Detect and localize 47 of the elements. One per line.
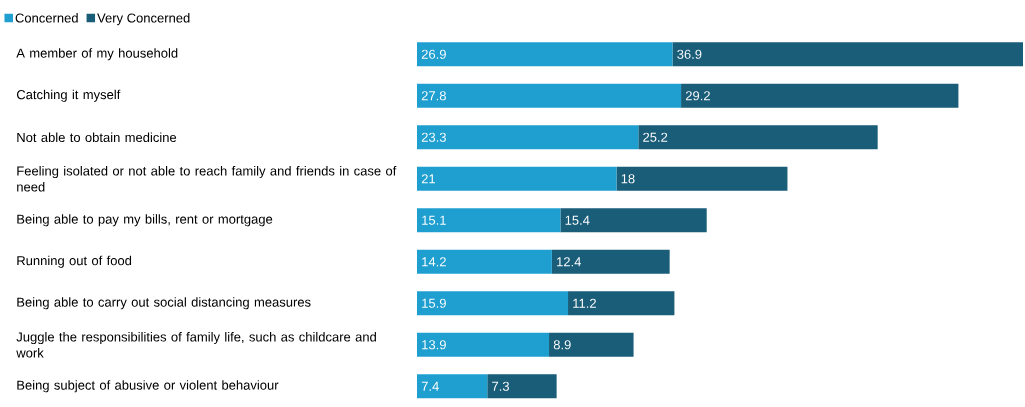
bar xyxy=(417,374,488,399)
bar xyxy=(681,83,959,108)
bar xyxy=(616,166,788,191)
data-label: 21 xyxy=(421,174,436,184)
bar xyxy=(417,208,561,233)
bar xyxy=(417,42,673,67)
data-label: 15.1 xyxy=(422,215,446,225)
y-tick-label: Juggle the responsibilities of family life, such as childcare and work xyxy=(16,331,376,358)
bar xyxy=(487,374,557,399)
data-label: 8.9 xyxy=(553,340,571,350)
legend-label: Very Concerned xyxy=(97,13,190,26)
bar xyxy=(549,332,634,357)
bar xyxy=(417,249,552,274)
y-tick-label: Feeling isolated or not able to reach family and friends in case of need xyxy=(17,165,397,192)
bar xyxy=(672,42,1023,67)
data-label: 27.8 xyxy=(421,91,446,101)
data-label: 26.9 xyxy=(421,49,446,59)
bar xyxy=(417,166,617,191)
data-label: 25.2 xyxy=(643,132,668,142)
bar xyxy=(551,249,670,274)
data-label: 11.2 xyxy=(573,298,596,308)
data-label: 23.3 xyxy=(421,132,446,142)
data-label: 7.4 xyxy=(421,381,439,391)
data-label: 18 xyxy=(621,174,635,184)
bar xyxy=(417,125,639,150)
data-label: 36.9 xyxy=(677,49,702,59)
data-label: 13.9 xyxy=(422,340,446,350)
y-tick-label: Being able to pay my bills, rent or mortgage xyxy=(17,214,273,227)
bar xyxy=(560,208,707,233)
data-label: 14.2 xyxy=(422,257,446,267)
y-tick-label: Being able to carry out social distancing measures xyxy=(17,297,311,310)
bar xyxy=(417,332,550,357)
y-tick-label: A member of my household xyxy=(16,48,178,61)
y-tick-label: Running out of food xyxy=(17,255,132,268)
bar xyxy=(568,291,675,316)
y-tick-label: Not able to obtain medicine xyxy=(17,132,177,143)
bar xyxy=(417,291,569,316)
data-label: 12.4 xyxy=(557,257,581,267)
data-label: 15.9 xyxy=(422,298,446,308)
data-label: 15.4 xyxy=(565,215,590,225)
y-tick-label: Catching it myself xyxy=(16,89,121,102)
data-label: 29.2 xyxy=(685,91,710,101)
y-tick-label: Being subject of abusive or violent behaviour xyxy=(17,380,279,393)
bar xyxy=(638,125,878,150)
legend-label: Concerned xyxy=(15,13,78,23)
data-label: 7.3 xyxy=(492,381,509,391)
bar xyxy=(417,83,682,108)
